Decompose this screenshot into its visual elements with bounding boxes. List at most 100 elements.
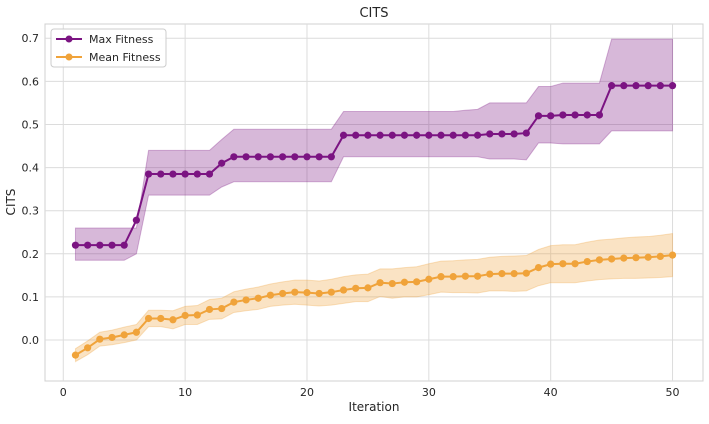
legend: Max Fitness Mean Fitness bbox=[50, 28, 167, 68]
point-max bbox=[632, 82, 640, 90]
point-mean bbox=[413, 278, 421, 286]
point-max bbox=[181, 170, 189, 178]
point-mean bbox=[181, 311, 189, 320]
chart-title: CITS bbox=[359, 6, 388, 21]
point-max bbox=[571, 111, 579, 119]
point-mean bbox=[583, 257, 591, 266]
bands bbox=[74, 38, 674, 363]
point-max bbox=[547, 112, 555, 120]
x-tick-label: 50 bbox=[666, 386, 680, 399]
point-max bbox=[193, 170, 201, 178]
point-max bbox=[608, 82, 616, 90]
lines bbox=[71, 82, 677, 359]
point-mean bbox=[376, 279, 384, 287]
point-max bbox=[400, 131, 409, 139]
point-max bbox=[534, 112, 543, 120]
point-mean bbox=[303, 289, 311, 297]
point-mean bbox=[656, 252, 664, 260]
point-max bbox=[522, 129, 530, 137]
point-max bbox=[486, 130, 494, 138]
point-mean bbox=[218, 304, 226, 313]
legend-marker-mean bbox=[65, 53, 73, 61]
band-mean bbox=[74, 232, 674, 363]
point-max bbox=[510, 130, 518, 138]
point-mean bbox=[559, 260, 567, 268]
point-mean bbox=[279, 289, 287, 298]
point-max bbox=[242, 153, 250, 161]
point-max bbox=[364, 131, 372, 139]
x-tick-label: 0 bbox=[60, 386, 67, 399]
point-max bbox=[449, 131, 457, 139]
point-mean bbox=[327, 288, 335, 296]
band-max bbox=[74, 38, 674, 261]
plot-area bbox=[44, 23, 704, 382]
y-tick-label: 0.1 bbox=[22, 291, 40, 304]
point-max bbox=[668, 82, 677, 90]
x-tick-label: 20 bbox=[300, 386, 314, 399]
point-mean bbox=[461, 272, 469, 280]
point-mean bbox=[449, 273, 457, 281]
point-mean bbox=[595, 256, 604, 264]
y-tick-label: 0.3 bbox=[22, 205, 40, 218]
point-max bbox=[437, 131, 445, 139]
point-mean bbox=[193, 311, 201, 319]
point-max bbox=[218, 159, 226, 167]
point-mean bbox=[400, 278, 409, 286]
point-mean bbox=[486, 270, 494, 278]
point-mean bbox=[71, 351, 80, 359]
point-max bbox=[132, 216, 140, 224]
point-mean bbox=[510, 270, 518, 278]
point-mean bbox=[291, 288, 299, 296]
point-max bbox=[656, 82, 664, 90]
point-max bbox=[71, 241, 80, 249]
point-max bbox=[620, 82, 628, 90]
point-mean bbox=[84, 344, 92, 352]
point-mean bbox=[230, 298, 238, 306]
point-max bbox=[473, 131, 482, 139]
ticks: 0 10 20 30 40 50 0.0 0.1 0.2 0.3 0.4 0.5 0.6 0.7 bbox=[22, 32, 680, 399]
point-mean bbox=[571, 260, 579, 268]
point-mean bbox=[632, 254, 640, 262]
y-tick-label: 0.4 bbox=[22, 162, 40, 175]
point-max bbox=[413, 131, 421, 139]
point-max bbox=[279, 153, 287, 161]
point-max bbox=[254, 153, 262, 161]
legend-marker-max bbox=[65, 35, 73, 43]
point-mean bbox=[620, 254, 628, 262]
point-max bbox=[315, 153, 323, 161]
point-mean bbox=[547, 260, 555, 268]
point-max bbox=[84, 241, 92, 249]
y-tick-label: 0.2 bbox=[22, 248, 40, 261]
point-mean bbox=[144, 314, 153, 323]
point-max bbox=[205, 170, 214, 178]
point-mean bbox=[388, 279, 396, 288]
point-max bbox=[266, 153, 275, 161]
point-mean bbox=[425, 275, 433, 283]
point-mean bbox=[169, 316, 177, 324]
point-max bbox=[120, 241, 128, 249]
x-tick-label: 40 bbox=[544, 386, 558, 399]
point-mean bbox=[120, 331, 128, 339]
point-mean bbox=[522, 269, 530, 277]
x-axis-label: Iteration bbox=[349, 400, 400, 414]
point-mean bbox=[315, 289, 323, 298]
point-max bbox=[595, 111, 604, 119]
point-mean bbox=[473, 272, 482, 280]
point-max bbox=[108, 241, 116, 249]
point-max bbox=[230, 153, 238, 161]
point-mean bbox=[339, 286, 348, 294]
y-tick-label: 0.7 bbox=[22, 32, 40, 45]
point-mean bbox=[668, 251, 677, 259]
point-max bbox=[339, 131, 348, 139]
point-mean bbox=[254, 294, 262, 302]
y-tick-label: 0.6 bbox=[22, 75, 40, 88]
y-tick-label: 0.0 bbox=[22, 334, 40, 347]
point-max bbox=[291, 153, 299, 161]
point-mean bbox=[644, 253, 652, 261]
point-max bbox=[303, 153, 311, 161]
point-max bbox=[96, 241, 104, 249]
point-mean bbox=[437, 273, 445, 281]
y-axis-label: CITS bbox=[4, 189, 18, 216]
point-mean bbox=[157, 314, 165, 323]
point-max bbox=[425, 131, 433, 139]
